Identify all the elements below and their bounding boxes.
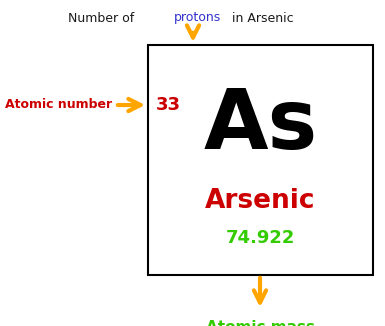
Text: in Arsenic: in Arsenic bbox=[228, 11, 294, 24]
Text: 33: 33 bbox=[156, 96, 181, 114]
Text: Atomic number: Atomic number bbox=[5, 98, 112, 111]
Text: protons: protons bbox=[174, 11, 221, 24]
Bar bbox=[148, 45, 373, 275]
Text: Arsenic: Arsenic bbox=[205, 188, 316, 215]
Text: Number of: Number of bbox=[68, 11, 138, 24]
Text: 74.922: 74.922 bbox=[226, 229, 295, 247]
Text: As: As bbox=[203, 85, 318, 166]
Text: Atomic mass: Atomic mass bbox=[206, 320, 315, 326]
